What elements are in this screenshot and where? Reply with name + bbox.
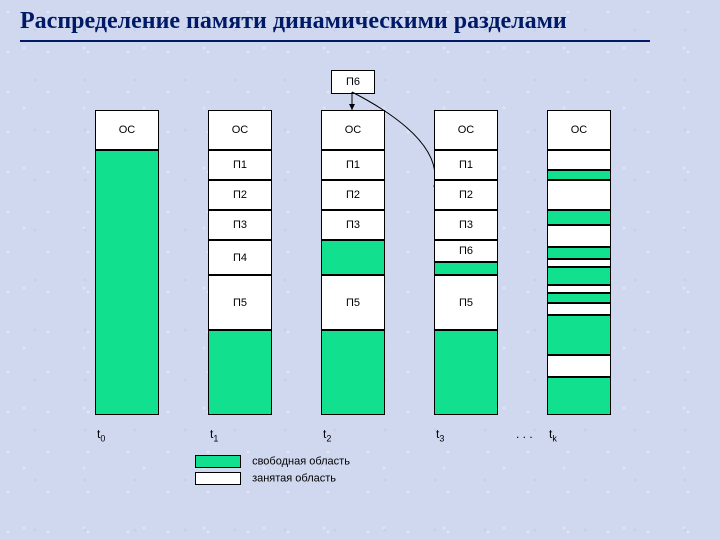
busy-segment: П2 <box>321 180 385 210</box>
legend: свободная область занятая область <box>195 455 350 485</box>
time-label: t3 <box>436 427 444 443</box>
busy-segment <box>547 180 611 210</box>
busy-segment: П1 <box>434 150 498 180</box>
busy-segment: П2 <box>208 180 272 210</box>
title-underline <box>20 40 650 42</box>
busy-segment: П6 <box>434 240 498 262</box>
legend-free-label: свободная область <box>252 455 350 467</box>
legend-free: свободная область <box>195 455 350 468</box>
busy-segment: ОС <box>547 110 611 150</box>
memory-diagram: П6 ОСОСП1П2П3П4П5ОСП1П2П3П5ОСП1П2П3П6П5О… <box>95 70 655 490</box>
busy-segment <box>547 259 611 267</box>
busy-segment: ОС <box>95 110 159 150</box>
legend-free-swatch <box>195 455 241 468</box>
busy-segment <box>547 150 611 170</box>
page-title: Распределение памяти динамическими разде… <box>20 8 567 35</box>
busy-segment: ОС <box>321 110 385 150</box>
busy-segment: ОС <box>208 110 272 150</box>
free-segment <box>434 262 498 275</box>
free-segment <box>321 240 385 275</box>
busy-segment: П2 <box>434 180 498 210</box>
busy-segment <box>547 355 611 377</box>
legend-busy: занятая область <box>195 472 350 485</box>
free-segment <box>95 150 159 415</box>
free-segment <box>208 330 272 415</box>
free-segment <box>547 170 611 180</box>
memory-column: ОС <box>547 110 611 415</box>
time-label: tk <box>549 427 557 443</box>
busy-segment: П1 <box>208 150 272 180</box>
free-segment <box>547 377 611 415</box>
time-label: t0 <box>97 427 105 443</box>
memory-column: ОС <box>95 110 159 415</box>
busy-segment: П5 <box>321 275 385 330</box>
free-segment <box>547 267 611 285</box>
free-segment <box>547 293 611 303</box>
time-label: t1 <box>210 427 218 443</box>
free-segment <box>547 247 611 259</box>
memory-column: ОСП1П2П3П4П5 <box>208 110 272 415</box>
free-segment <box>547 210 611 225</box>
busy-segment: П4 <box>208 240 272 275</box>
busy-segment: П3 <box>208 210 272 240</box>
busy-segment: П1 <box>321 150 385 180</box>
legend-busy-swatch <box>195 472 241 485</box>
busy-segment: П3 <box>434 210 498 240</box>
busy-segment: ОС <box>434 110 498 150</box>
legend-busy-label: занятая область <box>252 472 336 484</box>
busy-segment <box>547 303 611 315</box>
time-label: t2 <box>323 427 331 443</box>
busy-segment: П3 <box>321 210 385 240</box>
free-segment <box>547 315 611 355</box>
free-segment <box>434 330 498 415</box>
busy-segment: П5 <box>208 275 272 330</box>
busy-segment <box>547 225 611 247</box>
memory-column: ОСП1П2П3П6 П5 <box>434 110 498 415</box>
ellipsis: . . . <box>516 427 533 441</box>
free-segment <box>321 330 385 415</box>
memory-column: ОСП1П2П3 П5 <box>321 110 385 415</box>
busy-segment: П5 <box>434 275 498 330</box>
busy-segment <box>547 285 611 293</box>
